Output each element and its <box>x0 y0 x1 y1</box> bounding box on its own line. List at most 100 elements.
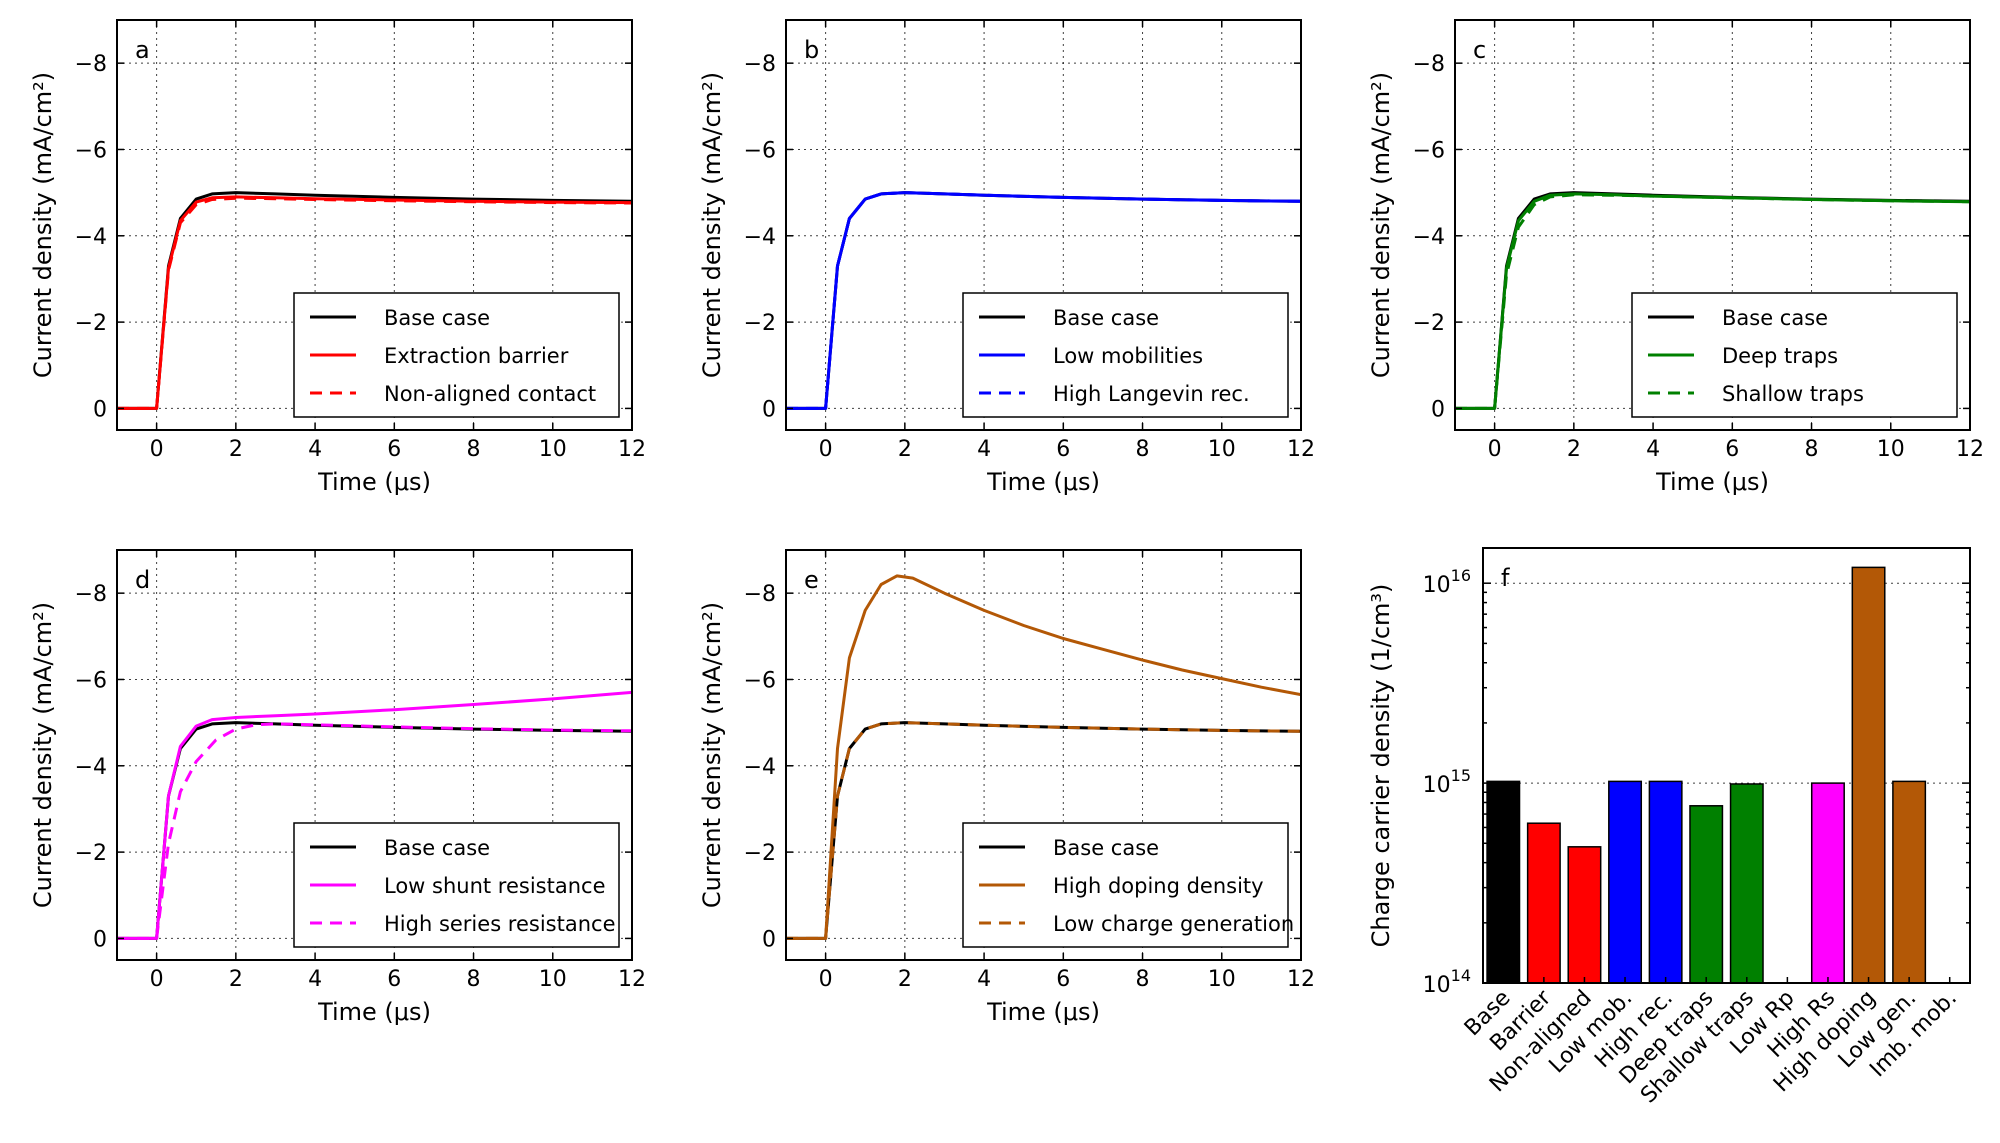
axes-frame <box>116 549 633 961</box>
x-axis-label: Time (μs) <box>1655 468 1769 496</box>
y-tick-label: 0 <box>762 927 776 952</box>
x-tick-label: 2 <box>898 437 912 462</box>
y-tick-label: −8 <box>744 582 776 607</box>
legend-entry: High Langevin rec. <box>1053 382 1250 406</box>
y-tick-label: −6 <box>75 138 107 163</box>
x-tick-label: 2 <box>1567 437 1581 462</box>
x-tick-label: 8 <box>467 967 481 992</box>
bar-deep-traps <box>1689 805 1724 984</box>
y-tick-label: −2 <box>75 841 107 866</box>
x-tick-label: 8 <box>1805 437 1819 462</box>
y-tick-label: −4 <box>1413 225 1445 250</box>
y-tick-label: −2 <box>744 841 776 866</box>
tick-base: 10 <box>1423 573 1451 598</box>
x-axis-label: Time (μs) <box>986 468 1100 496</box>
y-tick-label: −6 <box>744 138 776 163</box>
bar-barrier <box>1526 822 1561 984</box>
legend-entry: High series resistance <box>384 912 616 936</box>
y-tick-label: −6 <box>75 668 107 693</box>
x-tick-label: 0 <box>150 437 164 462</box>
panel-label: f <box>1501 564 1510 592</box>
x-tick-label: 0 <box>1488 437 1502 462</box>
tick-base: 10 <box>1423 773 1451 798</box>
series-lines <box>786 574 1301 940</box>
x-tick-label: 0 <box>150 967 164 992</box>
y-tick-label: 0 <box>93 397 107 422</box>
legend-entry: Base case <box>1053 306 1159 330</box>
panel-d: 0 2 4 6 8 10 12 0 −2 −4 −6 −8 Time (μs) Current densi… <box>29 549 646 1026</box>
legend-entry: Base case <box>1722 306 1828 330</box>
y-tick-label: −8 <box>744 52 776 77</box>
x-tick-label: 10 <box>539 967 567 992</box>
series-lines <box>117 690 632 940</box>
panel-label: e <box>804 566 819 594</box>
x-tick-label: 6 <box>387 437 401 462</box>
legend: Base case Extraction barrier Non-aligned c… <box>293 292 620 418</box>
bar-high-doping <box>1851 566 1886 984</box>
series-lines <box>117 191 632 410</box>
x-tick-label: 6 <box>1056 437 1070 462</box>
x-tick-label: 4 <box>977 437 991 462</box>
x-tick-label: 8 <box>1136 967 1150 992</box>
bar-high-rec <box>1648 780 1683 984</box>
x-tick-label: 12 <box>1287 437 1315 462</box>
bars <box>1486 566 1927 984</box>
axes-frame <box>116 19 633 431</box>
y-axis-label: Current density (mA/cm²) <box>29 72 57 378</box>
tick-exponent: 15 <box>1451 766 1471 785</box>
series-line-non-aligned-contact <box>117 196 632 410</box>
axes-frame <box>785 19 1302 431</box>
series-line-high-langevin-rec <box>786 191 1301 410</box>
y-tick-label: −8 <box>75 582 107 607</box>
tick-base: 10 <box>1423 973 1451 998</box>
x-tick-label: 4 <box>1646 437 1660 462</box>
y-tick-label: −4 <box>744 225 776 250</box>
x-tick-label: 10 <box>1877 437 1905 462</box>
legend: Base case Low mobilities High Langevin rec… <box>962 292 1289 418</box>
panel-label: b <box>804 36 819 64</box>
tick-exponent: 14 <box>1451 966 1471 985</box>
legend-entry: Extraction barrier <box>384 344 569 368</box>
legend-entry: Shallow traps <box>1722 382 1864 406</box>
y-tick-label: −8 <box>75 52 107 77</box>
y-tick-label: 0 <box>1431 397 1445 422</box>
legend: Base case High doping density Low charge g… <box>962 822 1294 948</box>
legend-entry: Non-aligned contact <box>384 382 596 406</box>
x-tick-label: 0 <box>819 967 833 992</box>
series-lines <box>786 191 1301 410</box>
x-tick-label: 8 <box>1136 437 1150 462</box>
y-tick-label: 1015 <box>1423 766 1471 798</box>
series-line-shallow-traps <box>1455 193 1970 410</box>
x-tick-label: 2 <box>229 437 243 462</box>
legend-entry: Low mobilities <box>1053 344 1203 368</box>
series-line-high-doping-density <box>786 574 1301 940</box>
x-tick-label: 0 <box>819 437 833 462</box>
x-tick-label: 4 <box>977 967 991 992</box>
grid-lines <box>786 550 1302 960</box>
bar-non-aligned <box>1567 846 1602 984</box>
x-tick-label: 6 <box>387 967 401 992</box>
legend-entry: Base case <box>384 836 490 860</box>
y-tick-label: −2 <box>744 311 776 336</box>
x-tick-label: 12 <box>618 967 646 992</box>
legend-entry: Base case <box>384 306 490 330</box>
series-line-low-charge-generation <box>786 721 1301 940</box>
y-tick-label: −2 <box>1413 311 1445 336</box>
y-axis-label: Current density (mA/cm²) <box>29 602 57 908</box>
series-line-low-shunt-resistance <box>117 690 632 940</box>
y-axis-label: Current density (mA/cm²) <box>698 72 726 378</box>
x-tick-label: 10 <box>539 437 567 462</box>
bar-base <box>1486 780 1521 984</box>
x-tick-label: 12 <box>1287 967 1315 992</box>
y-tick-label: 0 <box>93 927 107 952</box>
x-tick-label: 10 <box>1208 967 1236 992</box>
x-tick-label: 12 <box>1956 437 1984 462</box>
y-tick-label: −4 <box>744 755 776 780</box>
bar-low-gen <box>1892 780 1927 984</box>
legend-entry: Base case <box>1053 836 1159 860</box>
x-tick-label: 10 <box>1208 437 1236 462</box>
series-lines <box>1455 191 1970 410</box>
bar-shallow-traps <box>1729 783 1764 984</box>
x-tick-label: 8 <box>467 437 481 462</box>
